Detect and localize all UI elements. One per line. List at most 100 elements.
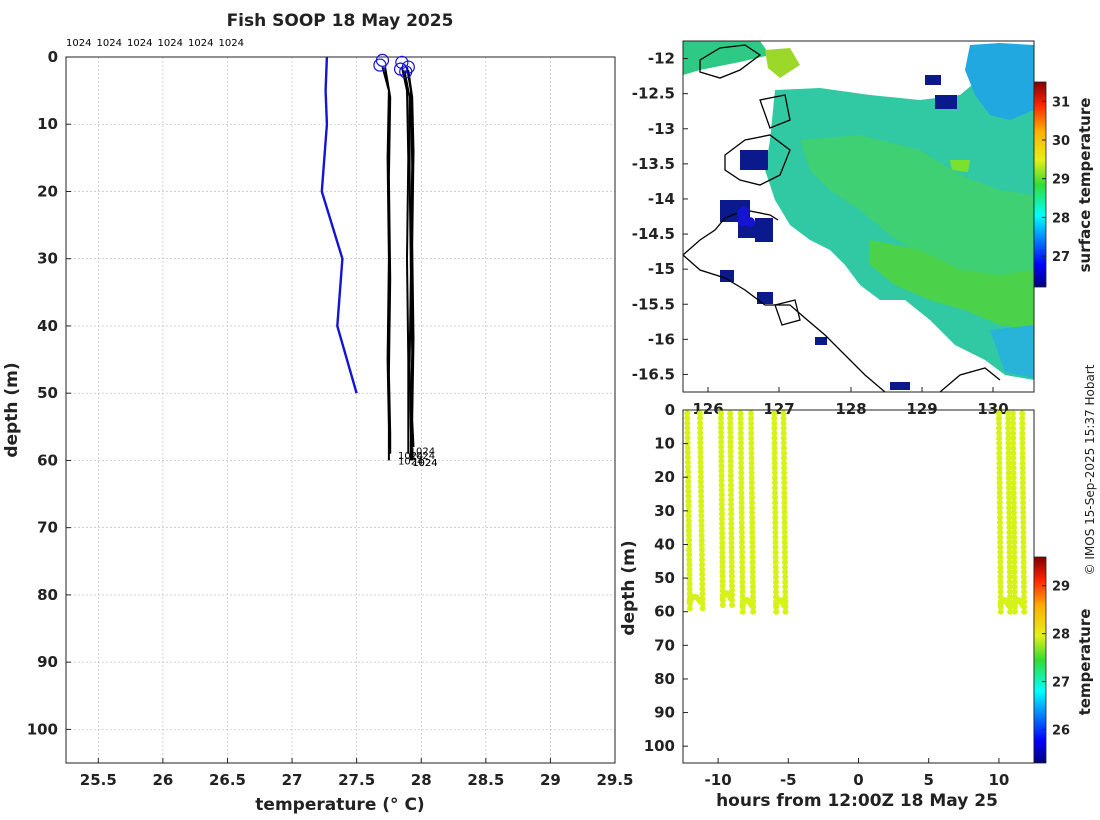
section-point: [1005, 459, 1012, 466]
section-point: [699, 580, 706, 587]
section-point: [728, 582, 735, 589]
section-point: [685, 522, 692, 529]
section-point: [1011, 554, 1018, 561]
section-point: [719, 530, 726, 537]
section-point: [782, 588, 789, 595]
section-point: [718, 496, 725, 503]
section-point: [1006, 539, 1013, 546]
section-point: [996, 459, 1003, 466]
section-point: [1006, 494, 1013, 501]
section-point: [782, 564, 789, 571]
section-point: [1007, 603, 1014, 610]
y-tick-label: 70: [37, 519, 58, 537]
section-point: [697, 429, 704, 436]
profile-top-label: 1024: [127, 38, 152, 49]
section-point: [719, 534, 726, 541]
y-tick-label: 90: [37, 653, 58, 671]
section-point: [1005, 425, 1012, 432]
section-point: [1020, 529, 1027, 536]
section-point: [781, 489, 788, 496]
section-point: [728, 549, 735, 556]
section-point: [739, 539, 746, 546]
cast-trace: [737, 410, 757, 615]
section-point: [771, 445, 778, 452]
section-point: [685, 512, 692, 519]
section-point: [1009, 410, 1016, 417]
section-point: [699, 605, 706, 612]
section-point: [1020, 524, 1027, 531]
section-point: [1019, 489, 1026, 496]
section-point: [684, 444, 691, 451]
section-point: [718, 482, 725, 489]
profile-end-label: 1024: [410, 446, 435, 457]
section-point: [729, 601, 736, 608]
section-y-tick-label: 30: [654, 502, 675, 520]
section-point: [995, 420, 1002, 427]
section-point: [997, 588, 1004, 595]
section-point: [1010, 499, 1017, 506]
section-point: [718, 439, 725, 446]
station-marker: [738, 212, 749, 223]
section-point: [739, 559, 746, 566]
section-point: [997, 569, 1004, 576]
section-point: [1006, 593, 1013, 600]
section-point: [1011, 539, 1018, 546]
section-point: [1011, 559, 1018, 566]
section-point: [749, 539, 756, 546]
section-point: [781, 519, 788, 526]
section-point: [1020, 569, 1027, 576]
section-point: [1006, 549, 1013, 556]
section-point: [747, 410, 754, 417]
section-point: [1010, 454, 1017, 461]
section-point: [781, 544, 788, 551]
section-point: [750, 608, 757, 615]
section-point: [772, 564, 779, 571]
section-point: [1019, 450, 1026, 457]
y-tick-label: 30: [37, 250, 58, 268]
section-point: [1007, 598, 1014, 605]
section-point: [1010, 425, 1017, 432]
section-point: [1019, 435, 1026, 442]
section-point: [1011, 569, 1018, 576]
section-point: [738, 450, 745, 457]
section-point: [698, 502, 705, 509]
section-point: [748, 469, 755, 476]
section-point: [698, 532, 705, 539]
section-point: [1019, 469, 1026, 476]
section-point: [728, 530, 735, 537]
section-point: [748, 420, 755, 427]
x-tick-label: 25.5: [80, 771, 117, 789]
section-point: [719, 554, 726, 561]
profile-plot-frame: [65, 56, 616, 764]
series-climatology: [320, 56, 358, 394]
section-point: [718, 472, 725, 479]
section-point: [1020, 509, 1027, 516]
section-point: [748, 450, 755, 457]
section-point: [773, 608, 780, 615]
section-point: [771, 469, 778, 476]
profile-start-marker: [399, 65, 413, 79]
section-x-tick-label: -5: [780, 771, 797, 789]
section-point: [995, 415, 1002, 422]
series-profile-f: [407, 70, 415, 448]
section-point: [771, 450, 778, 457]
section-point: [737, 410, 744, 417]
section-point: [1010, 509, 1017, 516]
section-point: [748, 415, 755, 422]
profile-top-label: 1024: [188, 38, 213, 49]
section-point: [748, 494, 755, 501]
section-point: [684, 459, 691, 466]
section-point: [728, 496, 735, 503]
y-tick-label: 80: [37, 586, 58, 604]
section-point: [728, 501, 735, 508]
section-point: [684, 424, 691, 431]
section-point: [727, 415, 734, 422]
section-point: [995, 410, 1002, 417]
profile-start-marker: [373, 58, 387, 72]
section-point: [997, 559, 1004, 566]
section-point: [684, 454, 691, 461]
section-point: [1020, 494, 1027, 501]
section-point: [782, 559, 789, 566]
section-point: [749, 529, 756, 536]
